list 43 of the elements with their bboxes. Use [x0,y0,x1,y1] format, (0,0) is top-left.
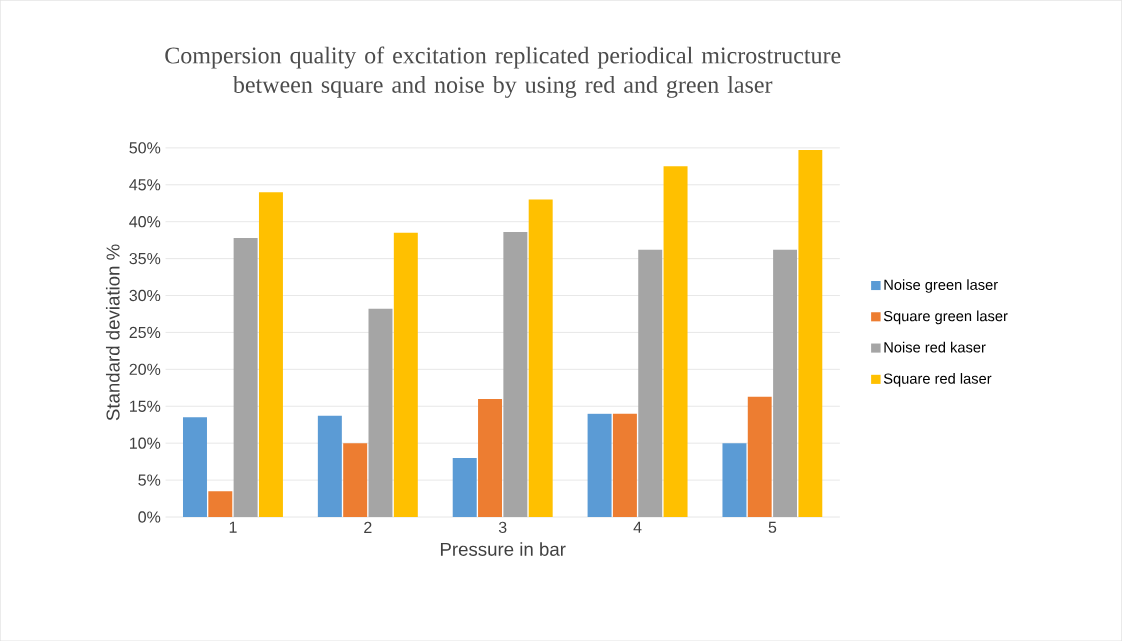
bar [747,396,772,517]
bar [478,398,503,517]
x-tick-label: 2 [364,521,372,533]
bar [773,249,798,517]
bar [722,443,747,517]
bar [528,199,553,517]
bar [233,237,258,517]
y-tick-label: 40% [129,215,161,228]
bar [612,413,637,517]
bar [587,413,612,517]
y-tick-label: 35% [129,252,161,265]
legend-label: Noise red kaser [884,341,986,353]
y-tick-label: 0% [138,511,161,523]
bar [638,249,663,517]
y-tick-label: 50% [129,142,161,154]
bar [182,417,207,517]
x-tick-label: 5 [768,521,777,533]
x-axis-title: Pressure in bar [440,542,566,556]
x-tick-label: 3 [498,521,507,533]
y-tick-label: 5% [138,474,161,486]
legend-label: Square red laser [883,372,992,387]
x-tick-label: 4 [633,521,642,533]
bar [663,166,688,517]
bar [393,232,418,517]
y-tick-label: 20% [129,363,161,375]
y-tick-label: 15% [130,400,161,412]
y-tick-label: 30% [129,289,161,302]
bar [317,415,342,517]
y-axis-title: Standard deviation % [105,244,120,421]
chart-title: Compersion quality of excitation replicated periodical microstructure between square and noise by using red and green laser [165,46,841,98]
y-tick-label: 10% [130,437,161,449]
bar [343,443,368,517]
x-tick-label: 1 [229,521,237,533]
bar [258,192,283,517]
y-tick-label: 25% [129,326,161,338]
bar [452,457,477,517]
legend-label: Square green laser [883,310,1008,325]
bar [798,149,823,517]
y-tick-label: 45% [129,179,161,191]
bar [368,308,393,517]
bar [208,491,233,517]
bar [503,231,528,517]
legend-label: Noise green laser [884,279,998,293]
